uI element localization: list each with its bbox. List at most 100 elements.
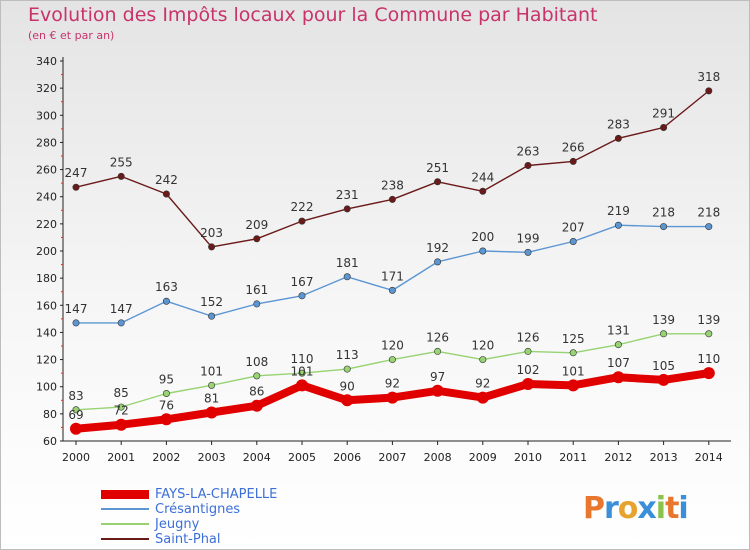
data-label: 247 [65, 166, 88, 180]
data-point [117, 403, 125, 411]
x-tick-label: 2004 [243, 451, 271, 464]
data-point [208, 381, 216, 389]
data-label: 244 [471, 170, 494, 184]
data-label: 251 [426, 161, 449, 175]
data-label: 181 [336, 256, 359, 270]
x-tick-label: 2005 [288, 451, 316, 464]
data-label: 219 [607, 204, 630, 218]
data-point [162, 190, 170, 198]
data-point [160, 413, 173, 426]
data-point [479, 247, 487, 255]
data-label: 255 [110, 155, 133, 169]
data-point [476, 391, 489, 404]
data-point [657, 373, 670, 386]
data-point [72, 406, 80, 414]
data-label: 171 [381, 269, 404, 283]
proxiti-logo: Proxiti [583, 491, 689, 526]
legend-label: Jeugny [155, 516, 200, 532]
data-point [569, 238, 577, 246]
x-tick-label: 2011 [559, 451, 587, 464]
y-minor-tick [61, 426, 63, 428]
data-label: 318 [697, 70, 720, 84]
data-point [343, 365, 351, 373]
y-minor-tick [61, 399, 63, 401]
y-tick-label: 160 [36, 299, 57, 312]
data-point [162, 389, 170, 397]
data-point [388, 286, 396, 294]
data-label: 101 [562, 364, 585, 378]
y-minor-tick [61, 372, 63, 374]
data-label: 83 [68, 389, 83, 403]
data-label: 238 [381, 178, 404, 192]
data-label: 108 [245, 355, 268, 369]
data-label: 110 [291, 352, 314, 366]
y-tick-label: 200 [36, 245, 57, 258]
y-tick-label: 180 [36, 272, 57, 285]
data-point [524, 248, 532, 256]
data-label: 86 [249, 385, 264, 399]
data-point [434, 258, 442, 266]
chart-title: Evolution des Impôts locaux pour la Comm… [28, 4, 598, 26]
data-label: 126 [426, 330, 449, 344]
data-point [479, 356, 487, 364]
data-label: 126 [517, 330, 540, 344]
data-point [660, 330, 668, 338]
y-minor-tick [61, 318, 63, 320]
data-label: 131 [607, 324, 630, 338]
x-tick-label: 2000 [62, 451, 90, 464]
data-label: 283 [607, 117, 630, 131]
data-point [296, 379, 308, 392]
data-label: 105 [652, 359, 675, 373]
legend-item-cresantignes: Crésantignes [101, 501, 240, 517]
data-point [702, 367, 715, 380]
y-tick-label: 280 [36, 136, 57, 149]
data-point [117, 172, 125, 180]
data-label: 207 [562, 221, 585, 235]
data-label: 222 [291, 200, 314, 214]
y-minor-tick [61, 345, 63, 347]
y-minor-tick [61, 101, 63, 103]
legend-item-jeugny: Jeugny [101, 516, 199, 532]
y-minor-tick [61, 291, 63, 293]
data-point [298, 369, 306, 377]
y-tick-label: 100 [36, 381, 57, 394]
data-point [253, 235, 261, 243]
data-point [434, 347, 442, 355]
data-label: 85 [114, 386, 129, 400]
data-label: 139 [697, 313, 720, 327]
data-label: 231 [336, 188, 359, 202]
data-point [614, 221, 622, 229]
data-label: 218 [652, 206, 675, 220]
data-label: 291 [652, 107, 675, 121]
y-tick-label: 340 [36, 55, 57, 68]
data-point [660, 124, 668, 132]
data-point [72, 183, 80, 191]
data-point [569, 349, 577, 357]
data-point [298, 217, 306, 225]
data-point [522, 378, 534, 390]
legend-label: Saint-Phal [155, 531, 221, 547]
x-tick-label: 2006 [333, 451, 361, 464]
data-label: 209 [245, 218, 268, 232]
data-point [614, 134, 622, 142]
x-tick-label: 2007 [378, 451, 406, 464]
y-minor-tick [61, 74, 63, 76]
series-line-3 [75, 90, 710, 248]
x-tick-label: 2001 [107, 451, 135, 464]
x-tick-label: 2003 [198, 451, 226, 464]
data-label: 76 [159, 398, 174, 412]
x-tick-label: 2002 [152, 451, 180, 464]
legend-swatch [101, 508, 149, 510]
data-label: 152 [200, 295, 223, 309]
y-tick-label: 300 [36, 109, 57, 122]
y-tick-label: 320 [36, 82, 57, 95]
data-label: 203 [200, 226, 223, 240]
y-minor-tick [61, 209, 63, 211]
data-label: 139 [652, 313, 675, 327]
data-point [388, 195, 396, 203]
data-label: 92 [475, 377, 490, 391]
data-point [250, 399, 263, 412]
data-point [569, 157, 577, 165]
data-point [343, 273, 351, 281]
